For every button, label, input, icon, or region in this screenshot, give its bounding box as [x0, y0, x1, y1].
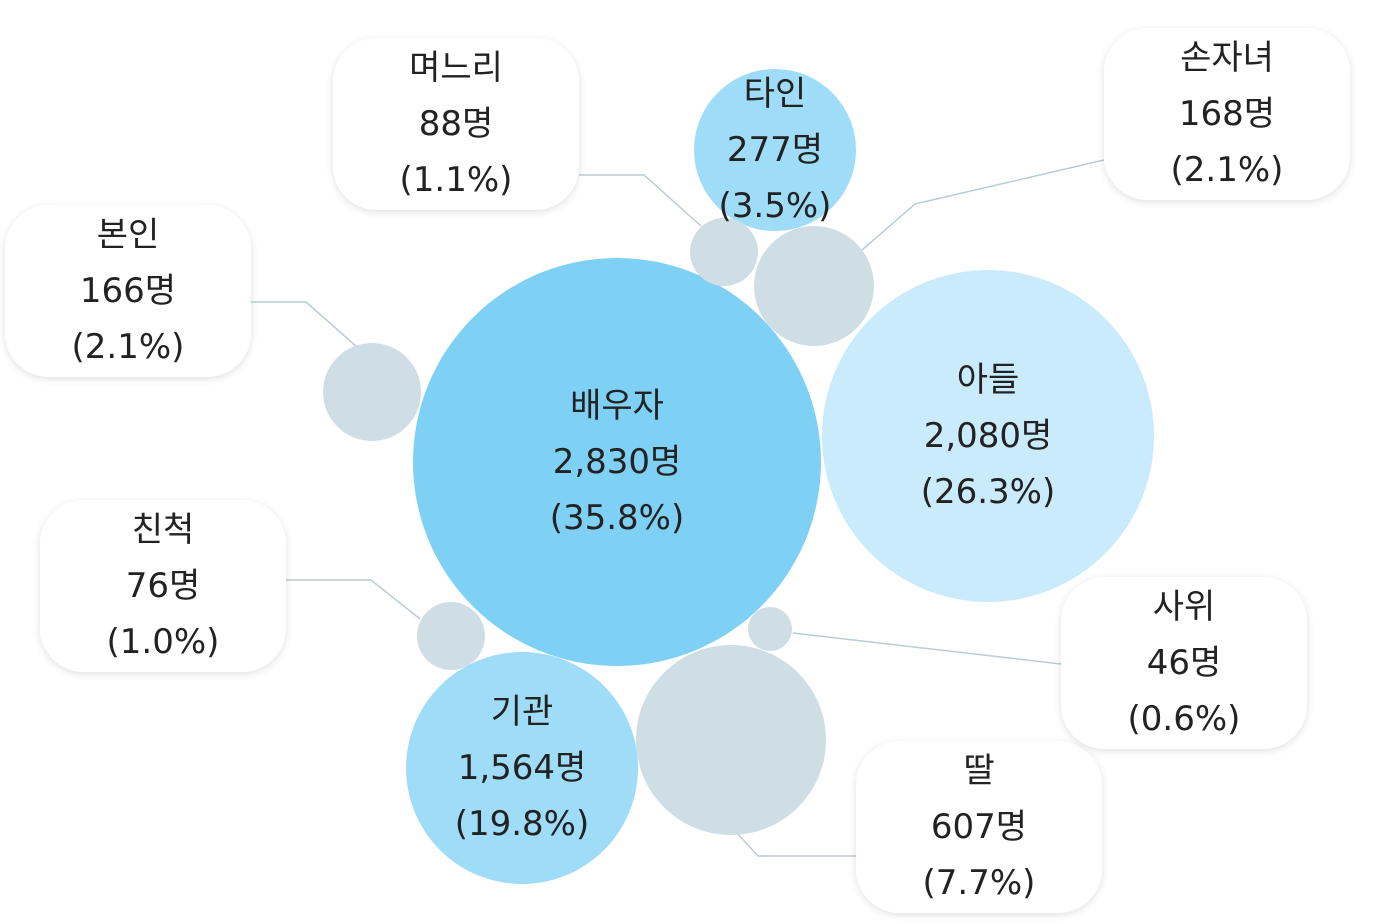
connector-line: [735, 831, 856, 857]
label-name: 아들: [957, 360, 1020, 400]
bubble: [413, 258, 821, 666]
bubbles: [323, 69, 1154, 884]
bubble: [406, 652, 638, 884]
bubble: [754, 226, 874, 346]
label-count: 46명: [1147, 643, 1222, 683]
label-name: 타인: [744, 74, 807, 114]
bubble-labels: 배우자 2,830명 (35.8%) 아들 2,080명 (26.3%) 기관 1,564명 (…: [72, 38, 1284, 903]
label-name: 손자녀: [1180, 38, 1274, 78]
label-count: 168명: [1179, 94, 1275, 134]
callout-box: [1061, 577, 1307, 749]
label-name: 친척: [132, 510, 195, 550]
bubble: [822, 270, 1154, 602]
label-percent: (19.8%): [455, 804, 590, 844]
bubble: [417, 602, 485, 670]
connector-line: [286, 579, 421, 620]
label-percent: (3.5%): [719, 186, 832, 226]
label-count: 277명: [727, 130, 823, 170]
label-count: 88명: [419, 104, 494, 144]
callout-box: [5, 205, 251, 377]
bubble: [694, 69, 856, 231]
connector-line: [251, 301, 357, 347]
label-name: 기관: [491, 692, 554, 732]
bubble: [690, 218, 758, 286]
label-percent: (35.8%): [550, 498, 685, 538]
label-percent: (7.7%): [923, 863, 1036, 903]
label-percent: (26.3%): [921, 472, 1056, 512]
callout-box: [1104, 28, 1350, 200]
label-percent: (1.0%): [107, 622, 220, 662]
label-percent: (1.1%): [400, 160, 513, 200]
label-name: 사위: [1153, 587, 1216, 627]
label-count: 1,564명: [458, 748, 587, 788]
bubble: [748, 607, 792, 651]
label-percent: (2.1%): [1171, 150, 1284, 190]
label-percent: (2.1%): [72, 327, 185, 367]
label-percent: (0.6%): [1128, 699, 1241, 739]
connector-line: [792, 632, 1062, 665]
connector-line: [579, 174, 702, 227]
label-count: 2,830명: [553, 442, 682, 482]
callout-box: [40, 500, 286, 672]
label-count: 607명: [931, 807, 1027, 847]
label-count: 166명: [80, 271, 176, 311]
label-name: 딸: [963, 751, 994, 791]
label-name: 배우자: [570, 386, 664, 426]
connector-line: [861, 159, 1105, 251]
callout-boxes: [5, 28, 1350, 913]
connector-lines: [251, 159, 1105, 857]
label-count: 2,080명: [924, 416, 1053, 456]
bubble: [636, 645, 826, 835]
callout-box: [856, 741, 1102, 913]
callout-box: [333, 38, 579, 210]
bubble: [323, 343, 421, 441]
label-name: 본인: [97, 215, 160, 255]
label-name: 며느리: [409, 48, 503, 88]
label-count: 76명: [126, 566, 201, 606]
